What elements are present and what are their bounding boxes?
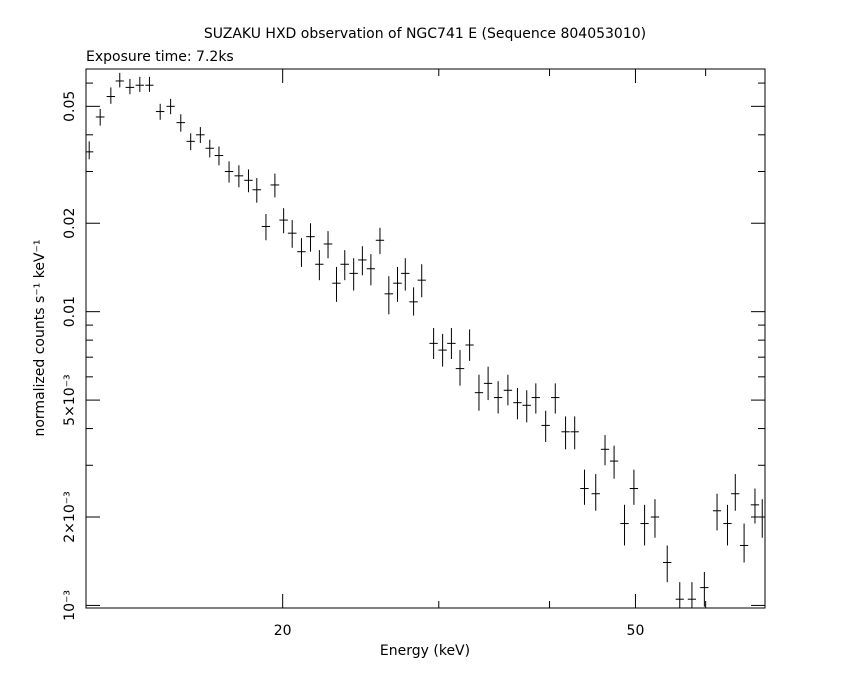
data-points [86,72,765,608]
data-point [429,327,438,360]
data-point [675,582,684,608]
data-point [297,238,306,267]
data-point [417,264,426,298]
data-point [723,504,732,546]
y-tick-label: 0.01 [62,296,78,327]
data-point [591,474,600,511]
data-point [196,127,205,144]
y-axis-label: normalized counts s⁻¹ keV⁻¹ [32,239,48,436]
data-point [580,469,589,505]
data-point [205,139,214,158]
data-point [287,220,297,248]
data-point [465,329,474,361]
data-point [214,146,224,166]
data-point [234,165,244,188]
data-point [323,231,333,259]
data-point [609,445,619,479]
data-point [712,493,722,531]
data-point [483,366,493,401]
x-tick-label: 20 [274,623,292,639]
y-tick-label: 0.05 [62,91,78,122]
x-tick-label: 50 [627,623,645,639]
data-point [115,72,124,88]
data-point [279,208,288,234]
data-point [474,374,484,411]
y-tick-label: 5×10⁻³ [62,374,78,425]
y-tick-label: 0.02 [62,208,78,239]
data-point [244,169,253,193]
data-point [224,161,234,183]
data-point [393,266,402,302]
data-point [135,76,144,92]
data-point [455,350,465,386]
data-point [561,416,570,450]
y-tick-label: 2×10⁻³ [62,491,78,542]
data-point [358,246,367,276]
data-point [401,258,410,291]
major-ticks [86,69,765,608]
data-point [493,381,503,414]
data-point [306,223,315,252]
data-point [366,254,376,286]
data-point [384,276,394,315]
data-point [447,327,456,360]
data-point [438,333,447,367]
data-point [513,387,522,420]
data-point [186,133,195,151]
data-point [570,416,579,450]
data-point [531,383,540,414]
data-point [739,523,749,563]
data-point [551,383,560,414]
data-point [731,474,740,511]
data-point [522,390,531,423]
data-point [600,435,610,466]
data-point [663,545,672,583]
data-point [750,488,760,524]
data-point [349,258,358,291]
data-point [86,141,94,160]
data-point [155,103,165,120]
data-point [95,108,105,126]
y-tick-labels: 10⁻³ 2×10⁻³ 5×10⁻³ 0.01 0.02 0.05 [62,91,78,621]
data-point [270,173,280,198]
data-point [687,582,697,608]
data-point [176,114,186,132]
data-point [409,287,418,316]
data-point [759,499,765,538]
chart-subtitle: Exposure time: 7.2ks [86,49,234,65]
data-point [145,76,154,92]
x-tick-labels: 20 50 [274,623,645,639]
data-point [332,266,341,302]
data-point [315,250,324,281]
data-point [650,499,660,538]
x-axis-label: Energy (keV) [380,643,470,659]
data-point [340,250,349,281]
minor-ticks [86,69,766,608]
data-point [375,227,385,255]
plot-frame [85,68,766,609]
chart-title: SUZAKU HXD observation of NGC741 E (Sequ… [204,26,646,42]
data-point [261,214,271,241]
data-point [125,78,135,95]
data-point [620,504,629,546]
data-point [541,410,550,443]
y-tick-label: 10⁻³ [62,590,78,621]
data-point [166,98,175,115]
data-point [503,374,513,406]
data-point [700,571,709,607]
data-point [640,504,649,546]
data-point [252,178,262,203]
data-point [629,469,639,505]
data-point [106,87,116,104]
